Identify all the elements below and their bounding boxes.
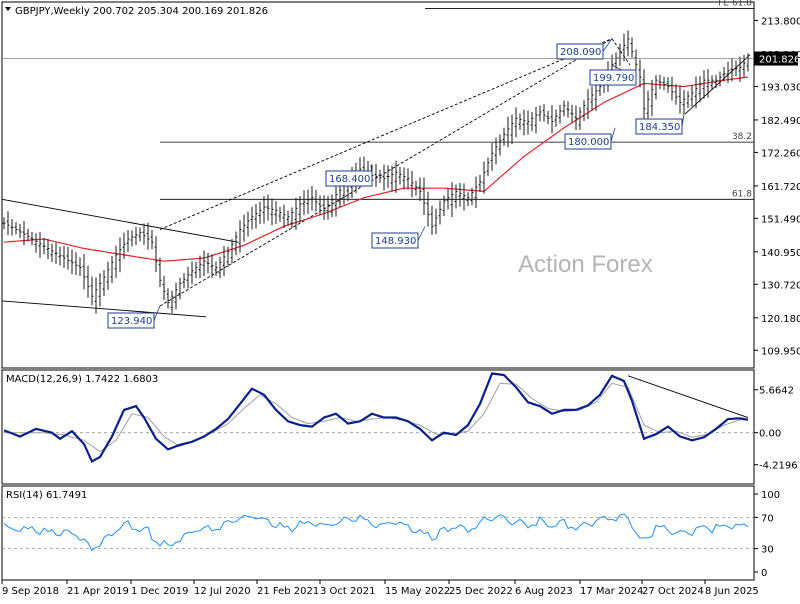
symbol-title: GBPJPY,Weekly xyxy=(15,6,90,17)
annotation-label: 184.350 xyxy=(639,122,680,133)
fib-level-label: FE 61.8 xyxy=(718,0,752,8)
price-tick-label: 172.260 xyxy=(761,148,800,159)
time-tick-label: 21 Feb 2021 xyxy=(257,586,319,597)
price-axis: 213.800203.260193.030182.490172.260161.7… xyxy=(2,17,800,357)
rsi-line xyxy=(3,513,749,552)
macd-main-line xyxy=(3,372,749,464)
price-tick-label: 120.180 xyxy=(761,314,800,325)
rsi-tick-label: 30 xyxy=(761,545,774,556)
time-tick-label: 25 Dec 2022 xyxy=(449,586,513,597)
macd-tick-label: 0.00 xyxy=(759,429,781,440)
rsi-tick-label: 100 xyxy=(761,490,780,501)
macd-signal-line xyxy=(4,382,748,453)
macd-tick-label: 5.6642 xyxy=(759,386,794,397)
channel-lower-line xyxy=(1,300,207,318)
annotation-label: 168.400 xyxy=(329,174,370,185)
price-tick-label: 213.800 xyxy=(761,17,800,28)
price-tick-label: 140.950 xyxy=(761,248,800,259)
rsi-panel-frame xyxy=(1,485,755,581)
time-tick-label: 3 Oct 2021 xyxy=(320,586,375,597)
price-tick-label: 151.490 xyxy=(761,214,800,225)
annotation-label: 199.790 xyxy=(593,73,634,84)
time-tick-label: 6 Aug 2023 xyxy=(515,586,573,597)
time-tick-label: 27 Oct 2024 xyxy=(642,586,704,597)
time-tick-label: 17 Mar 2024 xyxy=(580,586,643,597)
annotation-box xyxy=(589,69,637,86)
price-tick-label: 182.490 xyxy=(761,116,800,127)
rsi-tick-label: 0 xyxy=(761,568,767,579)
rising-channel-upper xyxy=(159,38,613,230)
annotation-box xyxy=(107,312,155,329)
current-price-label: 201.826 xyxy=(759,55,800,66)
collapse-arrow-icon[interactable] xyxy=(5,7,11,11)
price-tick-label: 193.030 xyxy=(761,82,800,93)
fib-level-label: 38.2 xyxy=(732,132,752,142)
annotation-label: 123.940 xyxy=(111,316,152,327)
annotation-box xyxy=(635,118,683,135)
time-tick-label: 1 Dec 2019 xyxy=(131,586,189,597)
macd-title: MACD(12,26,9) 1.7422 1.6803 xyxy=(6,374,158,385)
time-tick-label: 8 Jun 2025 xyxy=(705,586,759,597)
rsi-series: 100 70 30 0 xyxy=(2,490,780,579)
time-axis: 9 Sep 2018 21 Apr 2019 1 Dec 2019 12 Jul 20… xyxy=(1,580,759,597)
channel-upper-line xyxy=(1,198,239,243)
time-tick-label: 9 Sep 2018 xyxy=(2,586,59,597)
annotation-leader xyxy=(610,127,616,142)
sma-path xyxy=(3,76,749,262)
annotation-box xyxy=(371,232,419,249)
annotation-label: 208.090 xyxy=(560,47,601,58)
macd-trendline xyxy=(627,375,749,418)
price-annotations: 208.090 199.790 184.350 180.000 168.400 148.9… xyxy=(107,38,685,329)
macd-tick-label: -4.2196 xyxy=(759,461,798,472)
price-tick-label: 109.950 xyxy=(761,346,800,357)
annotation-box xyxy=(556,43,604,60)
horizontal-levels: FE 61.8 38.2 61.8 xyxy=(160,0,754,200)
annotation-box xyxy=(325,170,373,187)
annotation-leader xyxy=(602,38,613,52)
annotation-leader xyxy=(153,305,161,321)
time-tick-label: 12 Jul 2020 xyxy=(194,586,251,597)
price-tick-label: 130.720 xyxy=(761,280,800,291)
current-price-tag xyxy=(754,51,798,66)
annotation-box xyxy=(564,133,612,150)
time-tick-label: 21 Apr 2019 xyxy=(67,586,129,597)
ohlc-values: 200.702 205.304 200.169 201.826 xyxy=(93,6,268,17)
fib-level-label: 61.8 xyxy=(732,189,752,199)
rising-channel-lower xyxy=(159,38,613,307)
price-panel-frame xyxy=(1,1,755,369)
watermark: Action Forex xyxy=(518,251,653,278)
annotation-label: 180.000 xyxy=(568,137,609,148)
macd-series: 5.6642 0.00 -4.2196 xyxy=(2,372,798,472)
rsi-title: RSI(14) 61.7491 xyxy=(6,490,87,501)
price-tick-label: 161.720 xyxy=(761,182,800,193)
rsi-tick-label: 70 xyxy=(761,513,774,524)
time-tick-label: 15 May 2022 xyxy=(385,586,450,597)
sma-line xyxy=(3,76,749,262)
annotation-leader xyxy=(417,226,426,241)
annotation-label: 148.930 xyxy=(375,236,416,247)
